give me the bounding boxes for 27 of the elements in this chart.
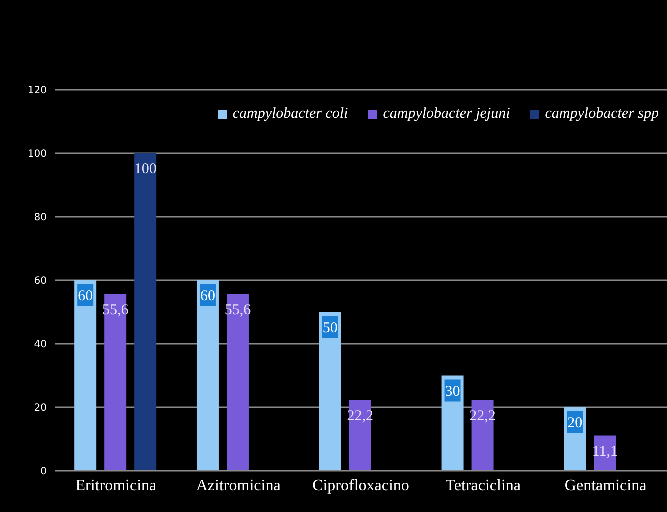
y-tick-label: 120 <box>28 86 47 97</box>
y-tick-label: 40 <box>34 340 47 351</box>
bar <box>74 280 97 471</box>
data-label: 100 <box>134 162 157 178</box>
legend-label: campylobacter coli <box>232 106 348 123</box>
legend-label: campylobacter jejuni <box>382 106 510 123</box>
x-tick-label: Eritromicina <box>76 477 157 494</box>
bar <box>196 280 219 471</box>
x-tick-label: Ciprofloxacino <box>312 477 410 494</box>
bar <box>226 294 249 471</box>
y-tick-label: 60 <box>34 276 47 288</box>
bar <box>134 154 157 471</box>
y-tick-label: 0 <box>40 466 47 478</box>
data-label: 60 <box>78 288 94 304</box>
data-label: 50 <box>322 320 338 336</box>
data-label: 60 <box>200 288 216 304</box>
x-tick-label: Gentamicina <box>564 477 647 494</box>
data-label: 30 <box>445 384 460 400</box>
y-tick-label: 20 <box>34 403 47 414</box>
data-label: 20 <box>568 416 583 432</box>
bar <box>319 312 342 471</box>
x-tick-label: Azitromicina <box>196 477 281 494</box>
y-tick-label: 80 <box>34 212 47 224</box>
y-tick-label: 100 <box>28 149 47 160</box>
bar <box>104 294 127 471</box>
x-tick-label: Tetraciclina <box>446 477 522 494</box>
legend-label: campylobacter spp <box>544 106 659 123</box>
